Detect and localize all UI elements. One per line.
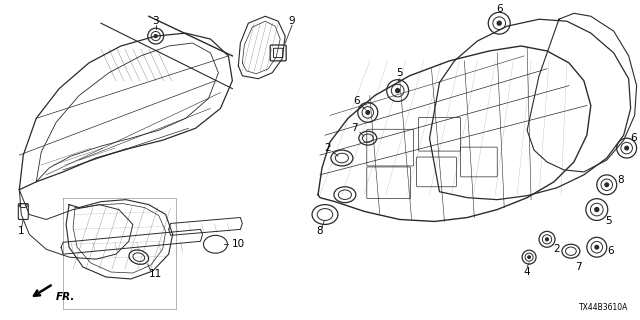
- Text: 6: 6: [496, 4, 502, 14]
- Text: 5: 5: [396, 68, 403, 78]
- Circle shape: [366, 111, 369, 114]
- Text: 6: 6: [353, 96, 360, 106]
- Text: 6: 6: [630, 133, 637, 143]
- Circle shape: [625, 146, 628, 150]
- Text: 3: 3: [152, 16, 159, 26]
- Text: 8: 8: [317, 226, 323, 236]
- Text: 7: 7: [575, 262, 582, 272]
- Circle shape: [528, 256, 531, 258]
- Text: 9: 9: [289, 16, 296, 26]
- Circle shape: [497, 21, 501, 25]
- Text: 5: 5: [605, 216, 612, 227]
- Circle shape: [605, 183, 609, 187]
- Text: 2: 2: [324, 143, 332, 153]
- Text: 4: 4: [524, 267, 531, 277]
- Circle shape: [595, 245, 598, 249]
- Text: 8: 8: [618, 175, 624, 185]
- Circle shape: [396, 89, 399, 92]
- Text: FR.: FR.: [56, 292, 76, 302]
- Text: TX44B3610A: TX44B3610A: [579, 303, 628, 312]
- Circle shape: [595, 208, 599, 212]
- Circle shape: [545, 238, 548, 241]
- Circle shape: [154, 35, 157, 37]
- Text: 11: 11: [149, 269, 163, 279]
- Text: 1: 1: [18, 226, 24, 236]
- Text: 7: 7: [351, 123, 358, 133]
- Text: 6: 6: [607, 246, 614, 256]
- Text: 10: 10: [232, 239, 245, 249]
- Text: 2: 2: [554, 244, 560, 254]
